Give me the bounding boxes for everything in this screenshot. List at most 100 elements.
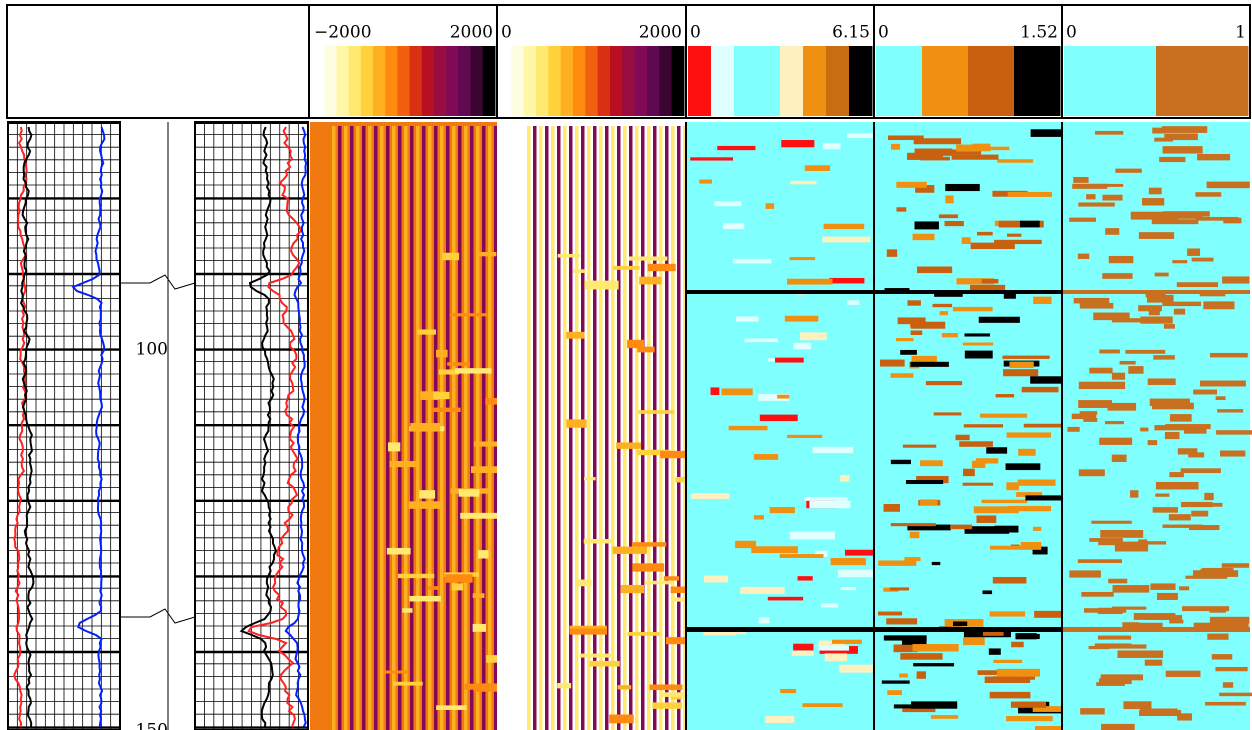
trace-stripe bbox=[671, 126, 675, 730]
trace-patch bbox=[665, 637, 704, 645]
facies-patch bbox=[1147, 294, 1174, 303]
facies-patch bbox=[1197, 153, 1231, 161]
facies-patch bbox=[1164, 432, 1180, 440]
facies-patch bbox=[962, 482, 994, 486]
facies-patch bbox=[916, 475, 949, 484]
colorbar-swatch bbox=[560, 46, 574, 116]
facies-patch bbox=[1111, 454, 1127, 462]
facies-patch bbox=[1192, 570, 1239, 577]
trace-patch bbox=[573, 269, 586, 273]
facies-patch bbox=[994, 239, 1042, 245]
facies-patch bbox=[883, 635, 927, 641]
facies-patch bbox=[1078, 400, 1113, 408]
facies-patch bbox=[824, 653, 848, 662]
facies-patch bbox=[787, 434, 823, 439]
facies-patch bbox=[896, 207, 907, 212]
trace-patch bbox=[402, 608, 413, 613]
facies-patch bbox=[1104, 420, 1124, 425]
facies-patch bbox=[986, 447, 1008, 454]
facies-patch bbox=[1006, 482, 1019, 491]
facies-patch bbox=[820, 603, 839, 608]
panel-bg bbox=[497, 122, 686, 730]
facies-patch bbox=[753, 515, 765, 520]
trace-patch bbox=[647, 263, 676, 272]
colorbar-swatch bbox=[803, 46, 827, 116]
facies-patch bbox=[1193, 389, 1218, 395]
colorbar-swatch bbox=[734, 46, 758, 116]
facies-patch bbox=[981, 499, 1028, 504]
trace-stripe bbox=[575, 126, 579, 730]
facies-patch bbox=[984, 676, 1031, 684]
facies-patch bbox=[1011, 641, 1024, 648]
facies-patch bbox=[1221, 563, 1250, 568]
trace-patch bbox=[436, 349, 448, 358]
facies-patch bbox=[944, 220, 964, 227]
facies-patch bbox=[1162, 301, 1202, 307]
facies-patch bbox=[890, 143, 901, 150]
colorbar-swatch bbox=[610, 46, 623, 116]
facies-patch bbox=[1172, 260, 1188, 264]
colorbar-swatch bbox=[659, 46, 673, 116]
trace-patch bbox=[386, 547, 411, 555]
facies-patch bbox=[793, 342, 812, 350]
facies-patch bbox=[946, 149, 955, 155]
facies-patch bbox=[1138, 232, 1175, 239]
colorbar-swatch bbox=[780, 46, 804, 116]
facies-patch bbox=[912, 233, 935, 241]
facies-patch bbox=[970, 242, 1015, 250]
facies-patch bbox=[1180, 468, 1221, 474]
colorbar-swatch bbox=[434, 46, 447, 116]
facies-patch bbox=[1147, 378, 1176, 385]
facies-patch bbox=[758, 393, 790, 401]
trace-patch bbox=[637, 449, 671, 456]
trace-patch bbox=[649, 684, 683, 691]
facies-patch bbox=[1215, 666, 1248, 672]
scale-max: 1 bbox=[1235, 23, 1246, 43]
depth-marker bbox=[120, 608, 196, 624]
facies-patch bbox=[1159, 156, 1186, 163]
facies-patch bbox=[1094, 643, 1132, 649]
facies-patch bbox=[1164, 133, 1198, 141]
facies-patch bbox=[1025, 495, 1069, 501]
colorbar-swatch bbox=[385, 46, 398, 116]
facies-patch bbox=[781, 140, 815, 148]
colorbar-swatch bbox=[711, 46, 735, 116]
facies-patch bbox=[1125, 349, 1166, 354]
trace-stripe bbox=[659, 126, 663, 730]
facies-patch bbox=[995, 394, 1015, 398]
trace-stripe bbox=[458, 126, 462, 730]
facies-patch bbox=[1169, 472, 1184, 478]
facies-patch bbox=[1007, 505, 1052, 512]
facies-patch bbox=[728, 425, 768, 431]
facies-patch bbox=[1142, 198, 1165, 206]
facies-patch bbox=[1211, 654, 1233, 660]
facies-patch bbox=[1098, 541, 1139, 546]
trace-patch bbox=[419, 490, 436, 499]
trace-patch bbox=[663, 576, 680, 581]
trace-patch bbox=[638, 410, 675, 414]
colorbar-swatch bbox=[968, 46, 1015, 116]
facies-patch bbox=[931, 561, 941, 566]
trace-stripe bbox=[539, 126, 543, 730]
facies-patch bbox=[1094, 130, 1124, 135]
depth-label: 100 bbox=[136, 340, 168, 360]
facies-patch bbox=[1203, 301, 1235, 310]
facies-patch bbox=[1098, 678, 1132, 685]
facies-patch bbox=[1209, 616, 1250, 624]
facies-patch bbox=[703, 630, 737, 636]
facies-patch bbox=[976, 231, 993, 236]
facies-patch bbox=[703, 575, 729, 583]
trace-patch bbox=[660, 692, 700, 697]
trace-stripe bbox=[386, 126, 390, 730]
facies-patch bbox=[980, 413, 1028, 418]
facies-patch bbox=[982, 590, 993, 595]
facies-patch bbox=[1155, 481, 1199, 490]
facies-patch bbox=[735, 540, 757, 549]
trace-stripe bbox=[368, 126, 372, 730]
facies-patch bbox=[981, 279, 999, 284]
colorbar-swatch bbox=[849, 46, 873, 116]
facies-patch bbox=[934, 292, 963, 297]
facies-patch bbox=[952, 306, 993, 312]
facies-patch bbox=[1168, 514, 1191, 521]
facies-patch bbox=[1153, 355, 1175, 360]
